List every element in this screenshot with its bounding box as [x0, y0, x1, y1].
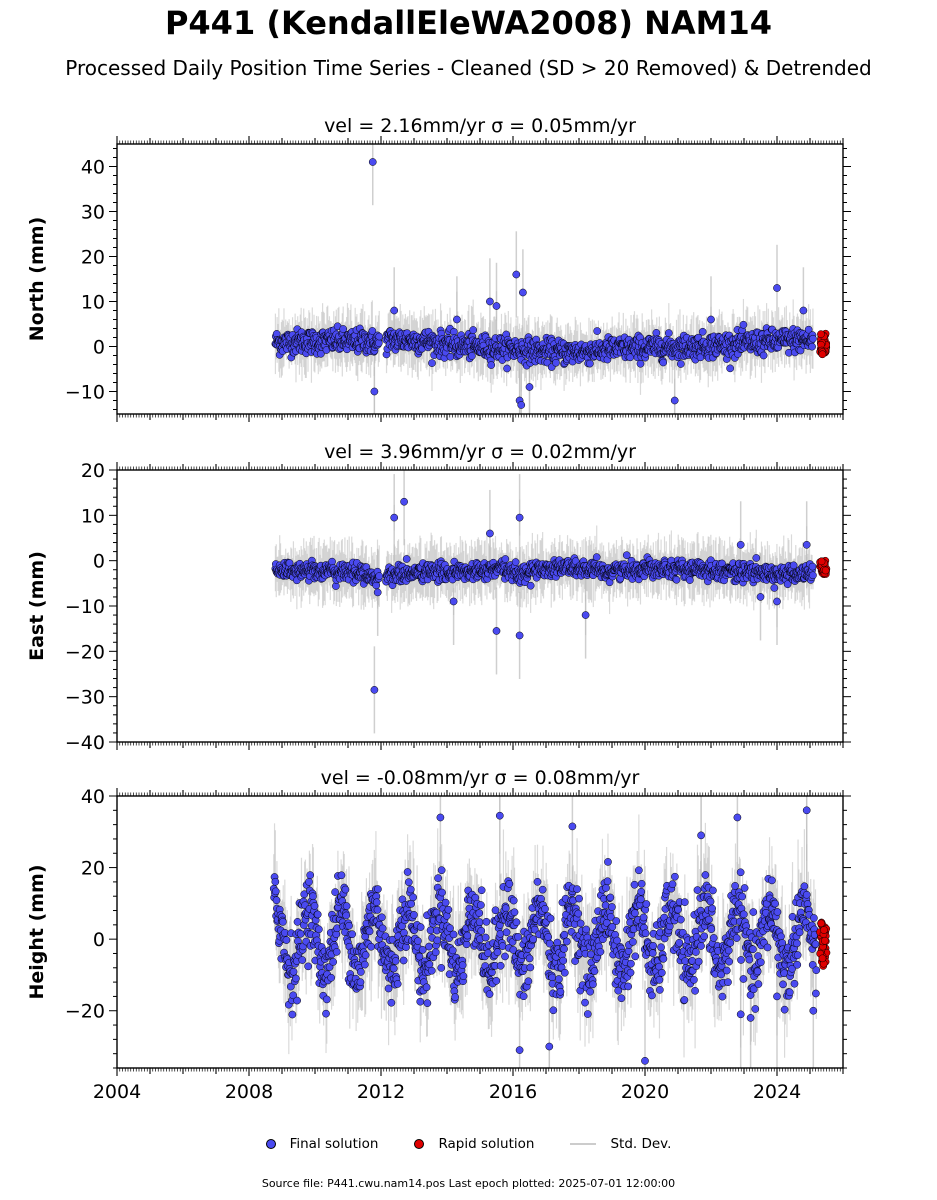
final-solution-point — [328, 557, 336, 566]
final-solution-point — [676, 360, 685, 368]
final-solution-point — [802, 540, 811, 549]
final-solution-point — [685, 576, 694, 584]
final-solution-point — [726, 364, 734, 373]
final-solution-point — [698, 327, 707, 336]
final-solution-point — [453, 315, 461, 324]
final-solution-point — [759, 351, 768, 360]
figure-title: P441 (KendallEleWA2008) NAM14 — [164, 4, 773, 42]
final-solution-point — [370, 686, 379, 694]
figure-subtitle: Processed Daily Position Time Series - C… — [65, 56, 872, 80]
final-solution-point — [636, 359, 645, 368]
final-solution-point — [773, 284, 781, 292]
final-solution-point — [517, 401, 526, 409]
final-solution-point — [796, 346, 805, 355]
final-solution-point — [390, 513, 399, 522]
data-points — [271, 497, 831, 694]
final-solution-point — [808, 562, 817, 571]
final-solution-point — [799, 306, 808, 315]
chart-panel-1: −10 0 10 20 30 40 North (mm) vel = 2.16mm/yr σ … — [26, 115, 851, 422]
final-solution-point — [511, 558, 520, 566]
final-solution-point — [487, 361, 496, 369]
final-solution-point — [428, 359, 436, 367]
final-solution-point — [592, 553, 601, 561]
final-solution-point — [783, 580, 792, 589]
final-solution-point — [707, 315, 715, 324]
final-solution-point — [503, 364, 511, 373]
final-solution-point — [773, 597, 781, 606]
final-solution-point — [586, 359, 594, 368]
final-solution-point — [789, 561, 798, 570]
final-solution-point — [519, 288, 527, 297]
y-tick-label: 30 — [81, 202, 105, 224]
final-solution-point — [808, 342, 816, 351]
final-solution-point — [512, 270, 521, 279]
y-tick-label: 20 — [81, 247, 105, 269]
final-solution-point — [339, 325, 348, 333]
final-solution-point — [515, 631, 524, 640]
final-solution-point — [368, 158, 377, 166]
rapid-solution-point — [817, 557, 826, 566]
y-tick-label: 10 — [81, 292, 105, 314]
final-solution-point — [370, 387, 379, 396]
data-points — [271, 158, 831, 409]
final-solution-point — [501, 555, 510, 563]
final-solution-point — [552, 358, 560, 367]
final-solution-point — [486, 529, 494, 538]
final-solution-point — [670, 396, 679, 405]
final-solution-point — [752, 554, 761, 562]
final-solution-point — [468, 352, 476, 360]
panel-title: vel = 2.16mm/yr σ = 0.05mm/yr — [324, 115, 636, 137]
rapid-solution-point — [817, 330, 825, 338]
final-solution-point — [664, 329, 673, 337]
std-dev-bars — [274, 470, 814, 734]
final-solution-point — [672, 575, 681, 584]
final-solution-point — [526, 581, 535, 590]
final-solution-point — [446, 352, 455, 361]
final-solution-point — [659, 358, 668, 367]
final-solution-point — [469, 326, 478, 334]
final-solution-point — [486, 297, 494, 306]
y-axis-label: North (mm) — [26, 217, 48, 342]
std-dev-bars — [274, 144, 814, 414]
final-solution-point — [373, 588, 382, 597]
y-tick-label: −10 — [65, 382, 105, 404]
axes-frame — [116, 469, 844, 743]
final-solution-point — [374, 339, 383, 347]
final-solution-point — [739, 320, 748, 329]
rapid-solution-point — [818, 350, 827, 359]
final-solution-point — [756, 593, 765, 601]
final-solution-point — [368, 327, 377, 335]
final-solution-point — [593, 327, 602, 335]
final-solution-point — [525, 383, 534, 391]
final-solution-point — [400, 497, 408, 506]
final-solution-point — [809, 571, 817, 580]
rapid-solution-point — [821, 566, 830, 575]
final-solution-point — [492, 302, 501, 310]
final-solution-point — [375, 332, 384, 341]
final-solution-point — [402, 555, 411, 563]
y-tick-label: 40 — [81, 157, 105, 179]
final-solution-point — [581, 611, 590, 619]
final-solution-point — [736, 540, 745, 549]
final-solution-point — [622, 551, 631, 560]
y-tick-label: 0 — [93, 337, 105, 359]
final-solution-point — [390, 306, 399, 315]
final-solution-point — [804, 325, 813, 334]
final-solution-point — [515, 513, 524, 522]
final-solution-point — [492, 627, 501, 635]
final-solution-point — [375, 572, 384, 580]
final-solution-point — [770, 584, 779, 592]
final-solution-point — [809, 334, 817, 343]
final-solution-point — [652, 329, 661, 337]
final-solution-point — [449, 597, 458, 606]
